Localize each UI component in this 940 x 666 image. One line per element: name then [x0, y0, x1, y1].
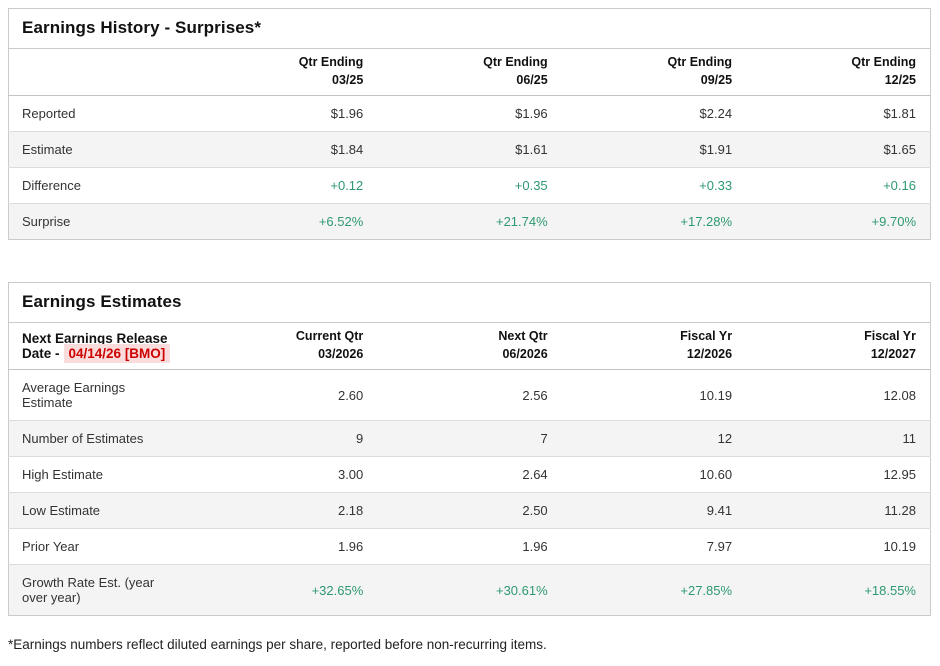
earnings-estimates-table: Earnings Estimates Next Earnings Release…	[8, 282, 931, 616]
cell-value: +0.12	[192, 167, 378, 204]
cell-value: +0.35	[377, 167, 562, 204]
cell-value: 2.18	[192, 492, 378, 529]
earnings-report: Earnings History - Surprises* Qtr Ending…	[8, 8, 931, 652]
cell-value: 2.60	[337, 387, 364, 403]
cell-value: +18.55%	[746, 564, 931, 616]
cell-value: $1.96	[330, 106, 364, 121]
earnings-footnote: *Earnings numbers reflect diluted earnin…	[8, 637, 547, 652]
column-header-current-qtr: Current Qtr 03/2026	[192, 322, 378, 370]
cell-value: 10.19	[699, 387, 733, 403]
column-header-qtr-0325: Qtr Ending 03/25	[192, 48, 378, 96]
cell-value: 9.41	[561, 492, 747, 529]
cell-value: +0.33	[561, 167, 747, 204]
cell-value: 11	[746, 420, 931, 457]
cell-value: $1.96	[515, 106, 548, 121]
cell-value: +27.85%	[561, 564, 747, 616]
row-label: Prior Year	[8, 528, 193, 565]
row-label: Difference	[8, 167, 193, 204]
estimates-header-row: Next Earnings Release Date -04/14/26 [BM…	[8, 322, 931, 370]
row-label: High Estimate	[8, 456, 193, 493]
cell-value: 1.96	[192, 528, 378, 565]
surprises-header-spacer	[8, 48, 193, 96]
release-date-value: 04/14/26 [BMO]	[63, 343, 171, 363]
cell-value: 10.19	[746, 528, 931, 565]
column-header-qtr-1225: Qtr Ending 12/25	[746, 48, 931, 96]
cell-value: +9.70%	[746, 203, 931, 240]
table-row: Average Earnings Estimate 2.60 2.56 10.19 12…	[9, 370, 931, 421]
row-label: Reported	[22, 106, 76, 121]
surprises-header-row: Qtr Ending 03/25 Qtr Ending 06/25 Qtr En…	[8, 48, 931, 96]
cell-value: $2.24	[699, 106, 733, 121]
cell-value: 2.50	[377, 492, 562, 529]
table-row: Prior Year 1.96 1.96 7.97 10.19	[8, 528, 931, 565]
row-label: Average Earnings Estimate	[22, 380, 126, 410]
cell-value: $1.81	[883, 106, 916, 121]
cell-value: $1.61	[377, 131, 562, 168]
table-row: Surprise +6.52% +21.74% +17.28% +9.70%	[8, 203, 931, 240]
table-row: Low Estimate 2.18 2.50 9.41 11.28	[8, 492, 931, 529]
earnings-history-surprises-table: Earnings History - Surprises* Qtr Ending…	[8, 8, 931, 240]
column-header-next-qtr: Next Qtr 06/2026	[377, 322, 562, 370]
table-row: Estimate $1.84 $1.61 $1.91 $1.65	[8, 131, 931, 168]
release-date-label: Next Earnings Release Date -	[22, 330, 168, 361]
row-label: Number of Estimates	[8, 420, 193, 457]
cell-value: +32.65%	[192, 564, 378, 616]
cell-value: 9	[192, 420, 378, 457]
estimates-table-title: Earnings Estimates	[8, 282, 931, 323]
cell-value: +6.52%	[192, 203, 378, 240]
surprises-title-row: Earnings History - Surprises*	[8, 8, 931, 49]
cell-value: +17.28%	[561, 203, 747, 240]
cell-value: 11.28	[746, 492, 931, 529]
column-header-qtr-0925: Qtr Ending 09/25	[561, 48, 747, 96]
cell-value: 10.60	[561, 456, 747, 493]
cell-value: 12.08	[883, 387, 916, 403]
table-row: Reported $1.96 $1.96 $2.24 $1.81	[9, 96, 931, 132]
row-label: Low Estimate	[8, 492, 193, 529]
cell-value: +0.16	[746, 167, 931, 204]
cell-value: 7.97	[561, 528, 747, 565]
cell-value: $1.84	[192, 131, 378, 168]
cell-value: 1.96	[377, 528, 562, 565]
cell-value: 12.95	[746, 456, 931, 493]
cell-value: $1.65	[746, 131, 931, 168]
column-header-qtr-0625: Qtr Ending 06/25	[377, 48, 562, 96]
table-row: High Estimate 3.00 2.64 10.60 12.95	[8, 456, 931, 493]
cell-value: 12	[561, 420, 747, 457]
surprises-table-title: Earnings History - Surprises*	[8, 8, 931, 49]
table-row: Difference +0.12 +0.35 +0.33 +0.16	[8, 167, 931, 204]
column-header-fiscal-yr-2026: Fiscal Yr 12/2026	[561, 322, 747, 370]
cell-value: 7	[377, 420, 562, 457]
cell-value: 2.64	[377, 456, 562, 493]
row-label: Surprise	[8, 203, 193, 240]
table-row: Growth Rate Est. (year over year) +32.65%…	[8, 564, 931, 616]
cell-value: +21.74%	[377, 203, 562, 240]
cell-value: +30.61%	[377, 564, 562, 616]
column-header-fiscal-yr-2027: Fiscal Yr 12/2027	[746, 322, 931, 370]
table-row: Number of Estimates 9 7 12 11	[8, 420, 931, 457]
row-label: Growth Rate Est. (year over year)	[8, 564, 193, 616]
cell-value: 3.00	[192, 456, 378, 493]
cell-value: $1.91	[561, 131, 747, 168]
estimates-title-row: Earnings Estimates	[8, 282, 931, 323]
next-earnings-release-date: Next Earnings Release Date -04/14/26 [BM…	[8, 322, 193, 370]
row-label: Estimate	[8, 131, 193, 168]
cell-value: 2.56	[522, 387, 548, 403]
